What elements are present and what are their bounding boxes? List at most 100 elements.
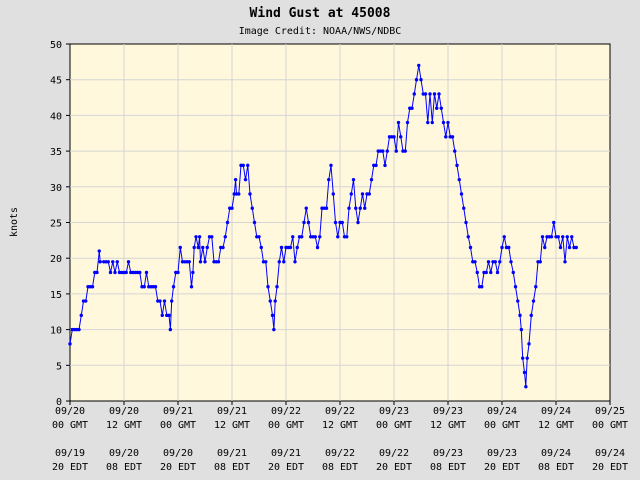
data-point [534, 285, 538, 289]
data-point [167, 313, 171, 318]
data-point [250, 206, 254, 210]
y-tick-label: 50 [50, 40, 62, 51]
data-point [106, 260, 110, 264]
data-point [430, 120, 434, 125]
data-point [191, 270, 195, 275]
data-point [369, 177, 374, 182]
data-point [374, 163, 378, 168]
data-point [111, 260, 115, 264]
x-tick-label-gmt-time: 12 GMT [322, 420, 358, 431]
x-tick-label-edt-time: 20 EDT [484, 462, 520, 473]
data-point [108, 270, 113, 275]
data-point [259, 245, 263, 250]
data-point [304, 206, 308, 210]
data-point [205, 245, 209, 250]
x-tick-label-gmt-date: 09/24 [487, 406, 517, 417]
data-point [178, 245, 182, 250]
data-point [313, 235, 317, 239]
data-point [525, 356, 529, 360]
data-point [565, 235, 569, 239]
data-point [189, 285, 194, 289]
data-point [464, 220, 468, 225]
data-point [513, 285, 518, 289]
data-point [158, 299, 162, 303]
x-tick-label-edt-date: 09/24 [541, 448, 571, 459]
data-point [423, 92, 428, 96]
data-point [524, 385, 528, 389]
data-point [197, 235, 202, 239]
data-point [279, 245, 284, 250]
data-point [521, 356, 525, 360]
data-point [277, 260, 281, 264]
data-point [282, 260, 286, 264]
data-point [77, 327, 81, 332]
data-point [414, 78, 419, 82]
data-point [552, 220, 556, 225]
data-point [556, 235, 560, 239]
data-point [340, 220, 344, 225]
x-tick-label-gmt-time: 00 GMT [52, 420, 88, 431]
x-tick-label-edt-time: 08 EDT [538, 462, 574, 473]
data-point [142, 285, 146, 289]
y-tick-label: 25 [50, 219, 62, 230]
data-point [428, 92, 432, 96]
data-point [90, 285, 95, 289]
data-point [439, 106, 443, 110]
x-tick-label-edt-time: 20 EDT [268, 462, 304, 473]
data-point [194, 235, 198, 239]
data-point [257, 235, 261, 239]
x-tick-label-edt-date: 09/21 [217, 448, 247, 459]
x-tick-label-gmt-time: 00 GMT [376, 420, 412, 431]
data-point [196, 245, 200, 250]
y-tick-label: 20 [50, 254, 62, 265]
x-tick-label-edt-time: 08 EDT [322, 462, 358, 473]
data-point [176, 270, 180, 275]
data-point [432, 92, 437, 96]
data-point [160, 313, 164, 318]
data-point [170, 299, 174, 303]
x-tick-label-edt-time: 20 EDT [376, 462, 412, 473]
x-tick-label-edt-date: 09/20 [163, 448, 193, 459]
y-tick-label: 5 [56, 361, 62, 372]
x-tick-label-edt-time: 08 EDT [430, 462, 466, 473]
data-point [493, 260, 497, 264]
data-point [210, 235, 214, 239]
data-point [124, 270, 128, 275]
data-point [441, 120, 446, 125]
data-point [230, 206, 234, 210]
x-tick-label-edt-date: 09/23 [433, 448, 463, 459]
data-point [329, 163, 333, 168]
x-tick-label-gmt-time: 00 GMT [268, 420, 304, 431]
data-point [538, 260, 542, 264]
data-point [399, 135, 403, 139]
data-point [405, 120, 410, 125]
data-point [98, 260, 102, 264]
data-point [363, 206, 367, 210]
data-point [457, 177, 461, 182]
y-axis-label: knots [9, 207, 20, 237]
data-point [519, 327, 524, 332]
x-tick-label-gmt-date: 09/21 [163, 406, 193, 417]
data-point [233, 177, 238, 182]
data-point [333, 220, 338, 225]
data-point [549, 235, 554, 239]
x-tick-label-gmt-time: 00 GMT [484, 420, 520, 431]
y-tick-label: 15 [50, 290, 62, 301]
data-point [345, 235, 349, 239]
data-point [113, 270, 117, 275]
data-point [97, 249, 101, 253]
data-point [192, 245, 196, 250]
y-tick-label: 30 [50, 183, 62, 194]
x-tick-label-gmt-time: 12 GMT [538, 420, 574, 431]
x-tick-label-edt-time: 20 EDT [592, 462, 628, 473]
x-tick-label-edt-date: 09/22 [379, 448, 409, 459]
data-point [468, 245, 473, 250]
data-point [216, 260, 221, 264]
data-point [351, 177, 356, 182]
data-point [225, 220, 230, 225]
data-point [331, 192, 335, 196]
data-point [126, 260, 131, 264]
data-point [480, 285, 484, 289]
y-tick-label: 10 [50, 326, 62, 337]
